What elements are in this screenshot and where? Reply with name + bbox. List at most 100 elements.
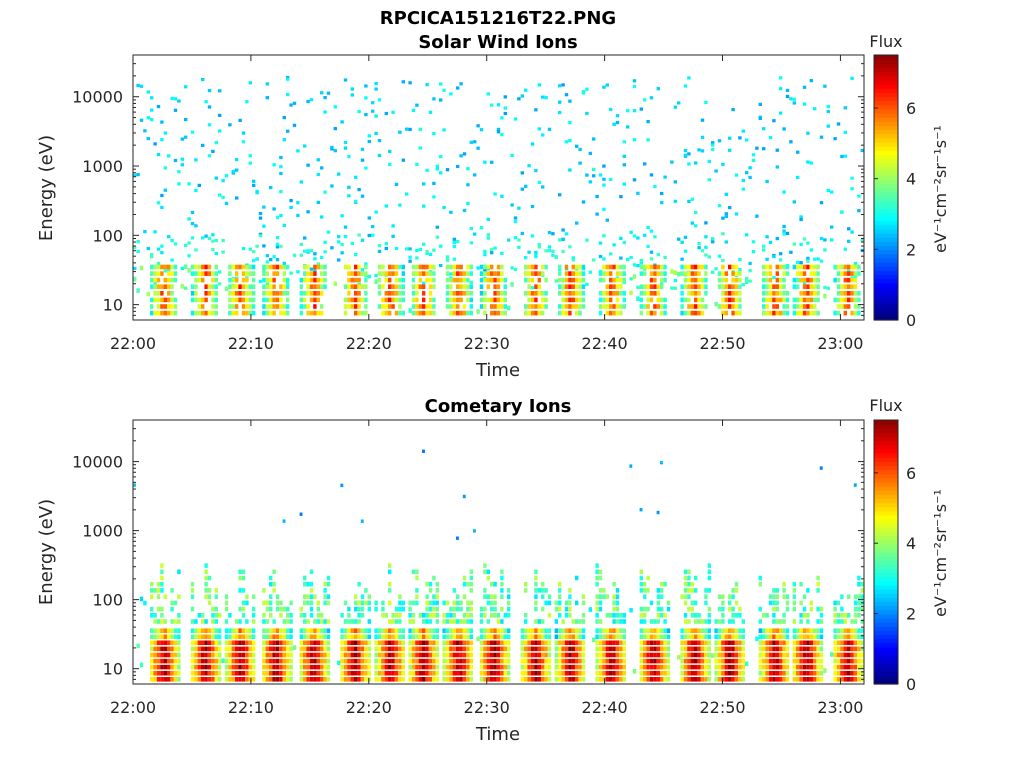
heatmap-cell <box>680 658 684 664</box>
heatmap-cell <box>500 677 504 682</box>
heatmap-cell <box>469 271 473 276</box>
heatmap-cell <box>734 600 739 606</box>
colorbar-swatch <box>874 556 898 561</box>
heatmap-cell <box>847 640 851 646</box>
heatmap-cell <box>595 581 599 587</box>
heatmap-cell <box>160 658 164 664</box>
colorbar-swatch <box>874 282 898 288</box>
heatmap-cell <box>714 628 718 633</box>
heatmap-cell <box>833 137 837 141</box>
heatmap-cell <box>772 619 776 624</box>
heatmap-cell <box>853 634 858 640</box>
heatmap-cell <box>503 677 507 682</box>
heatmap-cell <box>578 277 582 283</box>
heatmap-cell <box>296 213 300 217</box>
heatmap-cell <box>493 594 497 599</box>
heatmap-cell <box>204 575 208 581</box>
heatmap-cell <box>391 291 395 296</box>
heatmap-cell <box>609 297 613 303</box>
heatmap-cell <box>734 284 739 289</box>
heatmap-cell <box>170 238 174 243</box>
heatmap-cell <box>445 304 450 309</box>
heatmap-cell <box>660 284 664 289</box>
heatmap-cell <box>323 271 327 276</box>
heatmap-cell <box>452 271 456 276</box>
heatmap-cell <box>432 132 436 136</box>
heatmap-cell <box>524 628 528 633</box>
heatmap-cell <box>544 664 548 670</box>
heatmap-cell <box>850 640 854 646</box>
heatmap-cell <box>245 304 249 309</box>
heatmap-cell <box>425 628 429 633</box>
heatmap-cell <box>527 310 531 316</box>
heatmap-cell <box>418 658 422 664</box>
heatmap-cell <box>694 646 698 652</box>
heatmap-cell <box>731 628 735 633</box>
heatmap-cell <box>802 634 807 640</box>
heatmap-cell <box>197 652 201 658</box>
heatmap-cell <box>626 125 630 129</box>
heatmap-cell <box>194 664 198 670</box>
heatmap-cell <box>581 646 586 652</box>
heatmap-cell <box>303 297 307 303</box>
heatmap-cell <box>394 670 399 676</box>
heatmap-cell <box>724 291 728 296</box>
heatmap-cell <box>150 594 154 599</box>
heatmap-cell <box>524 588 528 593</box>
heatmap-cell <box>442 619 446 624</box>
heatmap-cell <box>201 271 205 276</box>
heatmap-cell <box>354 304 358 309</box>
heatmap-cell <box>530 234 535 238</box>
heatmap-cell <box>133 276 137 282</box>
heatmap-cell <box>850 619 854 624</box>
heatmap-cell <box>197 297 201 303</box>
heatmap-cell <box>816 297 820 303</box>
heatmap-cell <box>836 646 841 652</box>
heatmap-cell <box>541 133 545 137</box>
heatmap-cell <box>632 79 637 83</box>
heatmap-cell <box>836 640 841 646</box>
heatmap-cell <box>843 634 847 640</box>
colorbar-swatch <box>874 457 898 462</box>
heatmap-cell <box>490 271 494 276</box>
heatmap-cell <box>782 284 786 289</box>
heatmap-cell <box>541 310 545 316</box>
heatmap-cell <box>765 297 769 303</box>
heatmap-cell <box>500 133 504 137</box>
heatmap-cell <box>575 664 579 670</box>
heatmap-cell <box>680 646 684 652</box>
heatmap-cell <box>690 291 694 296</box>
heatmap-cell <box>741 652 745 658</box>
heatmap-cell <box>262 205 266 209</box>
heatmap-cell <box>177 569 181 575</box>
heatmap-cell <box>428 619 433 624</box>
heatmap-cell <box>218 193 222 197</box>
heatmap-cell <box>292 101 297 105</box>
heatmap-cell <box>245 600 249 606</box>
heatmap-cell <box>860 634 864 640</box>
heatmap-cell <box>775 652 779 658</box>
colorbar-swatch <box>874 208 898 213</box>
heatmap-cell <box>728 600 732 606</box>
heatmap-cell <box>765 271 769 276</box>
heatmap-cell <box>741 619 745 624</box>
heatmap-cell <box>364 634 368 640</box>
heatmap-cell <box>456 536 459 540</box>
heatmap-cell <box>272 284 276 289</box>
heatmap-cell <box>802 613 807 618</box>
heatmap-cell <box>241 646 246 652</box>
heatmap-cell <box>819 628 824 633</box>
heatmap-cell <box>323 594 327 599</box>
heatmap-cell <box>564 606 569 612</box>
heatmap-cell <box>656 600 660 606</box>
heatmap-cell <box>660 310 664 316</box>
heatmap-cell <box>228 310 232 316</box>
heatmap-cell <box>350 640 354 646</box>
heatmap-cell <box>605 640 609 646</box>
heatmap-cell <box>279 664 283 670</box>
heatmap-cell <box>449 619 453 624</box>
heatmap-cell <box>323 664 327 670</box>
heatmap-cell <box>299 634 303 640</box>
heatmap-cell <box>299 180 303 184</box>
heatmap-cell <box>700 664 705 670</box>
